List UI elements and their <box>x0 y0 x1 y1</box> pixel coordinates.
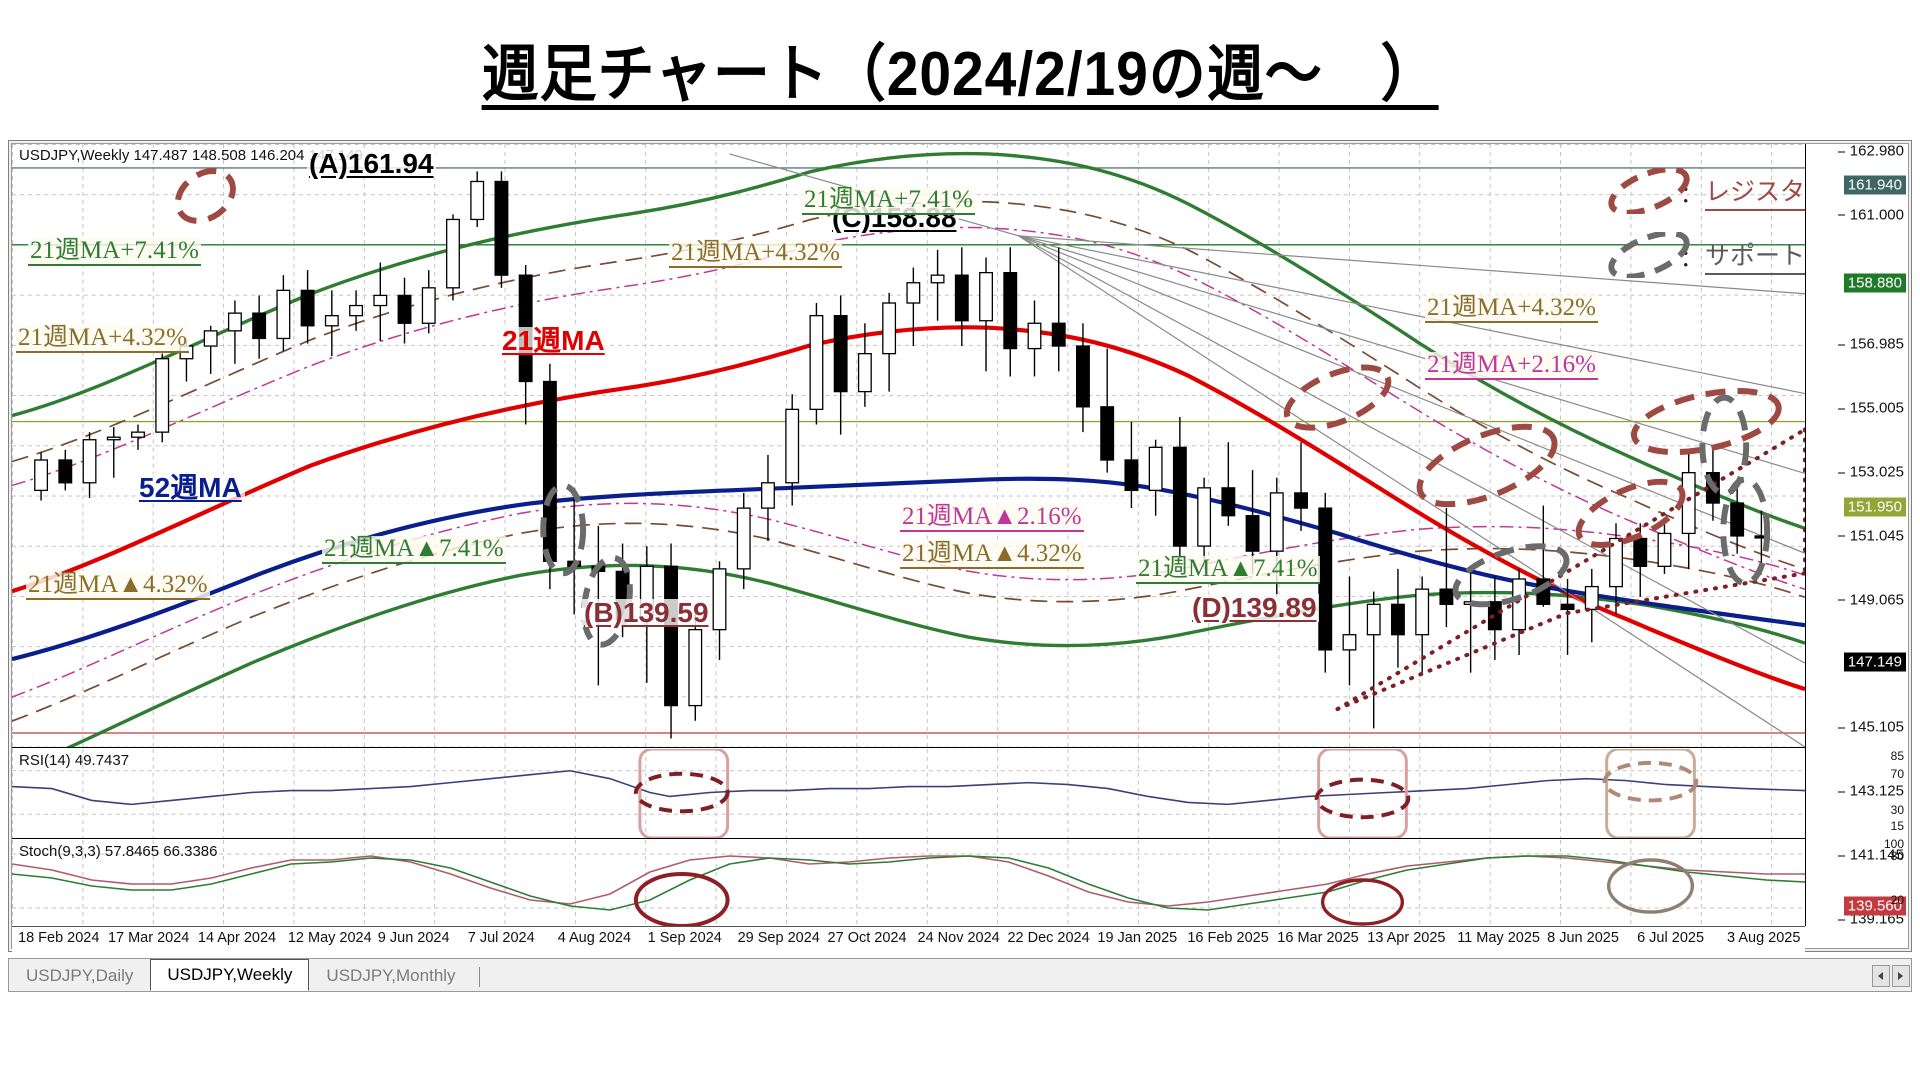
indicator-tick: 85 <box>1890 749 1904 763</box>
time-tick: 13 Apr 2025 <box>1367 930 1446 946</box>
time-axis[interactable]: 18 Feb 2024 17 Mar 2024 14 Apr 2024 12 May … <box>12 926 1805 952</box>
time-tick: 22 Dec 2024 <box>1007 930 1090 946</box>
time-tick: 29 Sep 2024 <box>737 930 820 946</box>
tabs-scroll-left-button[interactable] <box>1872 965 1890 987</box>
rsi-plot <box>12 749 1805 838</box>
candlestick-series <box>34 171 1769 739</box>
band-label: 21週MA+7.41% <box>28 237 201 266</box>
tab-separator <box>478 967 480 987</box>
legend-label-support: サポート <box>1705 236 1805 275</box>
band-label: 21週MA+2.16% <box>1425 351 1598 380</box>
price-badge: 158.880 <box>1843 273 1906 293</box>
rsi-pane-header: RSI(14) 49.7437 <box>19 752 130 769</box>
time-tick: 17 Mar 2024 <box>107 930 190 946</box>
tab-usdjpy-daily[interactable]: USDJPY,Daily <box>26 966 134 985</box>
band-label: 21週MA▲2.16% <box>900 503 1084 532</box>
price-tick: 149.065 <box>1837 591 1904 608</box>
indicator-tick: 70 <box>1890 767 1904 781</box>
band-label: 21週MA▲4.32% <box>26 571 210 600</box>
price-tick: 155.005 <box>1837 400 1904 417</box>
indicator-tick: 15 <box>1890 819 1904 833</box>
time-tick: 14 Apr 2024 <box>197 930 277 946</box>
annotation-point-a: (A)161.94 <box>307 148 436 179</box>
legend-label-resistance: レジスタンス <box>1705 172 1805 211</box>
chart-window[interactable]: USDJPY,Weekly 147.487 148.508 146.204 14… <box>8 140 1912 952</box>
time-tick: 12 May 2024 <box>287 930 372 946</box>
stoch-pane[interactable]: Stoch(9,3,3) 57.8465 66.3386 <box>12 840 1805 926</box>
time-tick: 9 Jun 2024 <box>377 930 450 946</box>
price-tick: 151.045 <box>1837 527 1904 544</box>
price-badge: 139.560 <box>1843 896 1906 916</box>
time-tick: 3 Aug 2025 <box>1727 930 1801 946</box>
title-bar: 週足チャート（2024/2/19の週〜 ） <box>0 0 1920 135</box>
time-tick: 7 Jul 2024 <box>467 930 535 946</box>
rsi-pane[interactable]: RSI(14) 49.7437 <box>12 749 1805 839</box>
support-ellipse-icon <box>1608 232 1690 278</box>
time-tick: 19 Jan 2025 <box>1097 930 1178 946</box>
price-tick: 153.025 <box>1837 464 1904 481</box>
indicator-tick: 30 <box>1890 803 1904 817</box>
time-tick: 18 Feb 2024 <box>18 930 100 946</box>
stoch-plot <box>12 840 1805 926</box>
chart-canvas[interactable]: USDJPY,Weekly 147.487 148.508 146.204 14… <box>11 143 1909 952</box>
band-label: 21週MA▲4.32% <box>900 540 1084 569</box>
price-badge: 161.940 <box>1843 175 1906 195</box>
price-tick: 161.000 <box>1837 206 1904 223</box>
indicator-tick: 100 <box>1883 837 1904 851</box>
stoch-pane-header: Stoch(9,3,3) 57.8465 66.3386 <box>19 843 218 860</box>
indicator-tick: 80 <box>1890 849 1904 863</box>
tab-usdjpy-monthly[interactable]: USDJPY,Monthly <box>326 966 456 985</box>
band-label: 21週MA+4.32% <box>669 239 842 268</box>
page-title: 週足チャート（2024/2/19の週〜 ） <box>481 39 1439 109</box>
annotation-point-d: (D)139.89 <box>1190 592 1319 623</box>
price-badge: 151.950 <box>1843 497 1906 517</box>
time-tick: 1 Sep 2024 <box>647 930 722 946</box>
price-tick: 141.145 <box>1837 847 1904 864</box>
time-tick: 6 Jul 2025 <box>1637 930 1705 946</box>
annotation-ma52: 52週MA <box>136 474 245 502</box>
price-tick: 145.105 <box>1837 719 1904 736</box>
band-label: 21週MA▲7.41% <box>1136 555 1320 584</box>
price-axis[interactable]: 162.980 161.000 156.985 155.005 153.025 151.0… <box>1805 143 1908 928</box>
price-tick: 162.980 <box>1837 143 1904 160</box>
indicator-tick: 20 <box>1890 893 1904 907</box>
price-pane[interactable]: USDJPY,Weekly 147.487 148.508 146.204 14… <box>12 144 1805 748</box>
legend-resistance: ： レジスタンス <box>1602 168 1805 214</box>
tab-list[interactable]: USDJPY,Daily USDJPY,Weekly USDJPY,Monthly <box>9 959 473 991</box>
time-tick: 27 Oct 2024 <box>827 930 907 946</box>
annotation-point-b: (B)139.59 <box>582 597 711 628</box>
band-label: 21週MA+4.32% <box>1425 294 1598 323</box>
band-label: 21週MA+7.41% <box>802 186 975 215</box>
time-tick: 11 May 2025 <box>1457 930 1540 946</box>
price-pane-header: USDJPY,Weekly 147.487 148.508 146.204 14… <box>19 147 363 164</box>
band-label: 21週MA▲7.41% <box>322 535 506 564</box>
time-tick: 16 Mar 2025 <box>1277 930 1359 946</box>
tab-usdjpy-weekly[interactable]: USDJPY,Weekly <box>150 959 310 991</box>
chart-tab-strip[interactable]: USDJPY,Daily USDJPY,Weekly USDJPY,Monthly <box>8 958 1912 992</box>
time-tick: 16 Feb 2025 <box>1187 930 1269 946</box>
legend-support: ： サポート <box>1602 232 1805 278</box>
time-tick: 8 Jun 2025 <box>1547 930 1619 946</box>
price-plot <box>12 144 1805 747</box>
annotation-ma21: 21週MA <box>499 327 608 355</box>
band-label: 21週MA+4.32% <box>16 324 189 353</box>
time-tick: 4 Aug 2024 <box>557 930 632 946</box>
price-tick: 156.985 <box>1837 336 1904 353</box>
price-badge: 147.149 <box>1843 652 1906 672</box>
resistance-ellipse-icon <box>1608 168 1690 214</box>
price-tick: 143.125 <box>1837 783 1904 800</box>
tabs-scroll-right-button[interactable] <box>1892 965 1910 987</box>
time-tick: 24 Nov 2024 <box>917 930 1000 946</box>
